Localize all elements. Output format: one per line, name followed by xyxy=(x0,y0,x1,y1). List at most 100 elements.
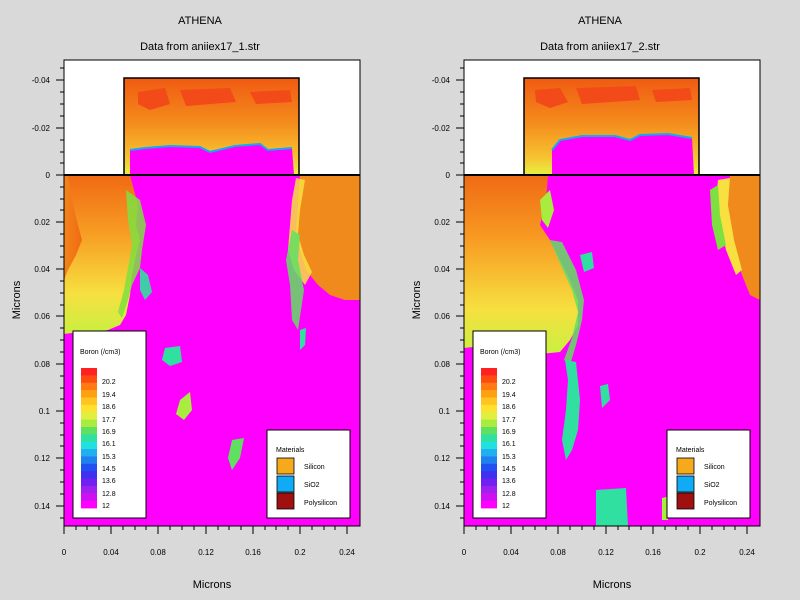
legend-label-1-0: 20.2 xyxy=(102,379,116,386)
materials-legend-1: Materials Silicon SiO2 Polysilicon xyxy=(266,429,351,519)
y-tick-2-5: 0.06 xyxy=(434,312,450,321)
legend-swatch-2-15 xyxy=(481,478,497,487)
x-tick-1-0: 0 xyxy=(62,548,67,557)
chart-2-subtitle: Data from aniiex17_2.str xyxy=(540,41,660,53)
x-tick-1-6: 0.24 xyxy=(339,548,355,557)
gate-oxide-edge-1 xyxy=(129,142,293,154)
y-tick-1-9: 0.14 xyxy=(34,502,50,511)
chart-1-svg: ATHENA Data from aniiex17_1.str xyxy=(11,15,361,591)
gate-substrate-1 xyxy=(130,144,294,175)
legend-swatch-1-1 xyxy=(81,375,97,384)
legend-swatch-2-11 xyxy=(481,449,497,457)
y-tick-1-5: 0.06 xyxy=(34,312,50,321)
chart-1-title: ATHENA xyxy=(178,15,222,27)
legend-swatch-1-17 xyxy=(81,493,97,502)
y-tick-1-1: -0.02 xyxy=(32,124,51,133)
blob-a-2 xyxy=(580,252,594,272)
material-label-silicon-1: Silicon xyxy=(304,464,325,471)
drain-yellow-2 xyxy=(716,178,742,275)
legend-swatch-2-3 xyxy=(481,390,497,398)
doping-legend-title-1: Boron (/cm3) xyxy=(80,349,120,356)
x-tick-2-4: 0.16 xyxy=(645,548,661,557)
y-tick-2-7: 0.1 xyxy=(439,407,451,416)
x-tick-1-4: 0.16 xyxy=(245,548,261,557)
legend-swatch-1-10 xyxy=(81,441,97,450)
legend-label-2-6: 15.3 xyxy=(502,454,516,461)
x-tick-2-5: 0.2 xyxy=(694,548,706,557)
gate-hot-spots-2 xyxy=(535,86,692,108)
legend-swatch-1-15 xyxy=(81,478,97,487)
material-label-silicon-2: Silicon xyxy=(704,464,725,471)
x-tick-2-3: 0.12 xyxy=(598,548,614,557)
blob-d-1 xyxy=(300,328,306,350)
legend-label-1-9: 12.8 xyxy=(102,491,116,498)
source-green-2 xyxy=(550,240,584,365)
y-tick-1-7: 0.1 xyxy=(39,407,51,416)
legend-swatch-1-3 xyxy=(81,390,97,398)
y-tick-2-3: 0.02 xyxy=(434,218,450,227)
blob-c-1 xyxy=(228,438,244,470)
blob-b-1 xyxy=(176,392,192,420)
x-tick-1-3: 0.12 xyxy=(198,548,214,557)
legend-label-2-4: 16.9 xyxy=(502,429,516,436)
legend-swatch-2-4 xyxy=(481,397,497,406)
legend-swatch-1-4 xyxy=(81,397,97,406)
legend-swatch-2-10 xyxy=(481,441,497,450)
chart-1-subtitle: Data from aniiex17_1.str xyxy=(140,41,260,53)
legend-swatch-1-2 xyxy=(81,382,97,391)
legend-label-1-7: 14.5 xyxy=(102,466,116,473)
legend-swatch-2-5 xyxy=(481,404,497,413)
x-tick-2-1: 0.04 xyxy=(503,548,519,557)
legend-label-2-5: 16.1 xyxy=(502,441,516,448)
legend-swatch-1-14 xyxy=(81,471,97,479)
legend-label-1-5: 16.1 xyxy=(102,441,116,448)
source-green-edge-1 xyxy=(118,190,146,318)
doping-legend-swatches-2 xyxy=(481,368,497,509)
source-doping-left-1 xyxy=(64,175,140,334)
legend-swatch-1-9 xyxy=(81,434,97,443)
legend-label-2-7: 14.5 xyxy=(502,466,516,473)
drain-doping-right-2 xyxy=(728,175,760,300)
legend-label-1-6: 15.3 xyxy=(102,454,116,461)
x-tick-2-0: 0 xyxy=(462,548,467,557)
legend-label-1-4: 16.9 xyxy=(102,429,116,436)
source-green-2b xyxy=(540,190,554,228)
y-tick-1-0: -0.04 xyxy=(32,76,51,85)
legend-label-1-3: 17.7 xyxy=(102,417,116,424)
legend-label-2-3: 17.7 xyxy=(502,417,516,424)
material-swatch-silicon-1 xyxy=(276,457,295,475)
legend-swatch-2-16 xyxy=(481,485,497,494)
material-swatch-polysilicon-1 xyxy=(276,492,295,510)
drain-doping-right-1 xyxy=(64,175,82,280)
doping-legend-1: Boron (/cm3) 20.2 19.4 18.6 17.7 16.9 16… xyxy=(72,330,147,519)
legend-label-2-2: 18.6 xyxy=(502,404,516,411)
y-tick-1-3: 0.02 xyxy=(34,218,50,227)
y-axis-1: -0.04 -0.02 0 0.02 0.04 0.06 0.08 0.1 0.… xyxy=(32,67,64,519)
legend-label-1-10: 12 xyxy=(102,503,110,510)
y-tick-1-8: 0.12 xyxy=(34,454,50,463)
y-tick-2-4: 0.04 xyxy=(434,265,450,274)
gate-substrate-2 xyxy=(552,134,694,175)
y-tick-2-6: 0.08 xyxy=(434,360,450,369)
chart-2-title: ATHENA xyxy=(578,15,622,27)
legend-swatch-1-13 xyxy=(81,463,97,472)
x-tick-1-5: 0.2 xyxy=(294,548,306,557)
material-label-polysilicon-2: Polysilicon xyxy=(704,500,737,507)
legend-swatch-1-8 xyxy=(81,426,97,435)
legend-swatch-2-2 xyxy=(481,382,497,391)
blob-a-1 xyxy=(162,346,182,366)
legend-swatch-1-7 xyxy=(81,419,97,428)
legend-swatch-1-6 xyxy=(81,412,97,420)
legend-label-2-8: 13.6 xyxy=(502,478,516,485)
legend-swatch-2-1 xyxy=(481,375,497,384)
legend-swatch-2-13 xyxy=(481,463,497,472)
material-label-polysilicon-1: Polysilicon xyxy=(304,500,337,507)
gate-hot-spots-1 xyxy=(138,88,292,110)
source-deep-1 xyxy=(140,268,152,300)
blob-c-2 xyxy=(596,488,628,526)
materials-legend-title-2: Materials xyxy=(676,447,705,454)
legend-swatch-2-9 xyxy=(481,434,497,443)
x-axis-2: 0 0.04 0.08 0.12 0.16 0.2 0.24 xyxy=(462,526,755,557)
y-tick-2-9: 0.14 xyxy=(434,502,450,511)
plot-panel-2: ATHENA Data from aniiex17_2.str xyxy=(400,0,800,600)
